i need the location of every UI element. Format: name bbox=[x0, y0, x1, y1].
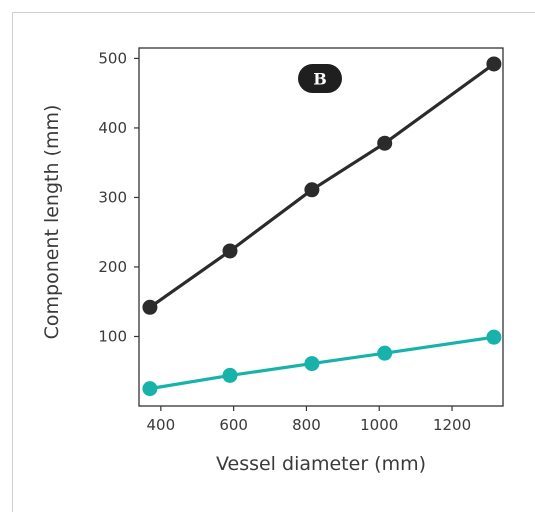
panel-label: B bbox=[313, 70, 327, 89]
y-axis-title: Component length (mm) bbox=[41, 105, 63, 340]
x-tick-label: 1200 bbox=[433, 416, 471, 434]
x-tick-label: 800 bbox=[292, 416, 321, 434]
y-tick-label: 100 bbox=[98, 327, 127, 345]
y-tick-label: 200 bbox=[98, 258, 127, 276]
data-point bbox=[304, 182, 320, 198]
data-point bbox=[377, 345, 393, 361]
data-point bbox=[304, 356, 320, 372]
x-tick-label: 400 bbox=[147, 416, 176, 434]
data-point bbox=[142, 299, 158, 315]
series-line bbox=[148, 62, 495, 309]
y-axis: 100 200 300 400 500 bbox=[98, 49, 139, 345]
x-tick-label: 600 bbox=[219, 416, 248, 434]
x-tick-label: 1000 bbox=[360, 416, 398, 434]
y-tick-label: 300 bbox=[98, 188, 127, 206]
data-point bbox=[486, 56, 502, 72]
plot-area bbox=[138, 47, 504, 407]
data-point bbox=[486, 329, 502, 345]
figure-frame bbox=[12, 12, 535, 512]
y-tick-label: 400 bbox=[98, 119, 127, 137]
series-layer bbox=[142, 56, 502, 397]
series-2 bbox=[142, 329, 502, 397]
data-point bbox=[377, 135, 393, 151]
x-axis-title: Vessel diameter (mm) bbox=[216, 453, 426, 475]
y-tick-label: 500 bbox=[98, 49, 127, 67]
panel-badge: B bbox=[298, 64, 342, 93]
data-point bbox=[142, 381, 158, 397]
x-axis: 400 600 800 1000 1200 bbox=[147, 406, 471, 434]
series-1 bbox=[142, 56, 502, 315]
data-point bbox=[222, 243, 238, 259]
data-point bbox=[222, 367, 238, 383]
series-line bbox=[149, 335, 495, 391]
line-chart: 100 200 300 400 500 400 600 800 1000 1200 B Vess… bbox=[41, 47, 504, 475]
